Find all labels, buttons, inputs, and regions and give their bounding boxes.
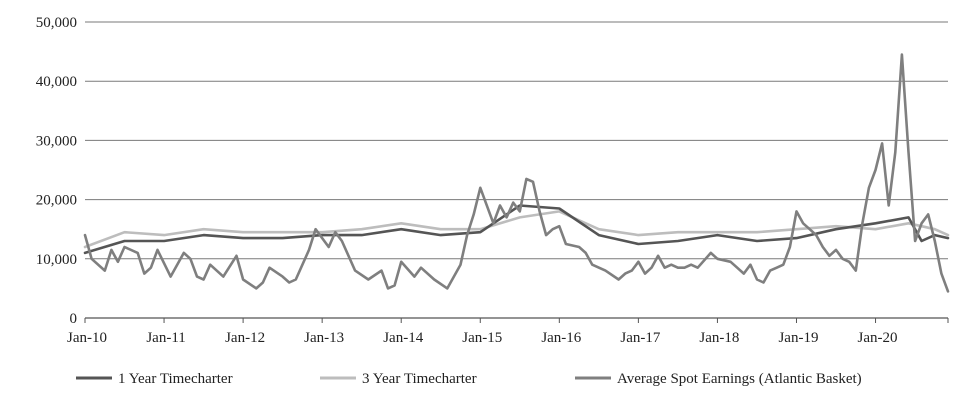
y-tick-label: 20,000	[36, 193, 77, 209]
x-tick-label: Jan-11	[146, 330, 185, 346]
x-tick-label: Jan-15	[462, 330, 502, 346]
y-tick-label: 0	[70, 311, 78, 327]
series-line-spot	[83, 53, 950, 293]
series-line-three-year	[83, 210, 950, 249]
x-tick-label: Jan-20	[858, 330, 898, 346]
series-line-one-year	[83, 204, 950, 255]
x-tick-label: Jan-19	[778, 330, 818, 346]
legend-label-spot: Average Spot Earnings (Atlantic Basket)	[617, 371, 862, 387]
axes: 0 10,000 20,000 30,000 40,000 50,000 Jan-10 Jan…	[36, 15, 949, 346]
legend: 1 Year Timecharter 3 Year Timecharter Aver…	[76, 371, 862, 387]
y-tick-label: 40,000	[36, 74, 77, 90]
y-tick-label: 30,000	[36, 133, 77, 149]
x-tick-label: Jan-16	[541, 330, 581, 346]
x-tick-label: Jan-17	[620, 330, 660, 346]
x-tick-label: Jan-12	[225, 330, 265, 346]
x-tick-label: Jan-13	[304, 330, 344, 346]
legend-label-three-year: 3 Year Timecharter	[362, 371, 477, 387]
y-tick-label: 10,000	[36, 252, 77, 268]
x-tick-label: Jan-18	[699, 330, 739, 346]
x-tick-label: Jan-10	[67, 330, 107, 346]
series-lines	[83, 53, 950, 293]
gridlines	[85, 21, 948, 260]
y-tick-label: 50,000	[36, 15, 77, 31]
x-tick-label: Jan-14	[383, 330, 423, 346]
legend-label-one-year: 1 Year Timecharter	[118, 371, 233, 387]
